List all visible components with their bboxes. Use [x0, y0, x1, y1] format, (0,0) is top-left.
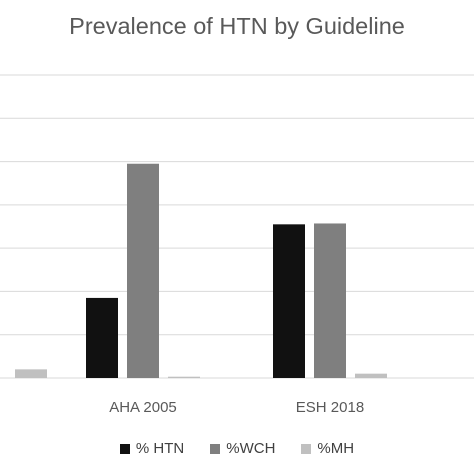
bar-wch-1: [127, 163, 159, 378]
legend-label-htn: % HTN: [135, 440, 185, 457]
legend-item-mh: %MH: [301, 440, 354, 457]
bar-mh-0: [15, 369, 47, 378]
legend-label-wch: %WCH: [226, 440, 276, 457]
bar-mh-1: [168, 376, 200, 378]
legend-swatch-mh: [301, 443, 312, 454]
gridlines: [0, 74, 474, 379]
legend: % HTN %WCH %MH: [0, 440, 474, 457]
bar-mh-2: [355, 373, 387, 378]
legend-label-mh: %MH: [317, 440, 355, 457]
bar-htn-2: [273, 224, 305, 378]
legend-item-wch: %WCH: [210, 440, 275, 457]
bar-wch-2: [314, 223, 346, 378]
legend-swatch-htn: [119, 443, 130, 454]
x-tick-label: ESH 2018: [296, 399, 364, 416]
legend-item-htn: % HTN: [119, 440, 185, 457]
x-tick-label: AHA 2005: [109, 399, 177, 416]
bar-htn-1: [86, 297, 118, 378]
legend-swatch-wch: [210, 443, 221, 454]
bars: [15, 163, 387, 378]
chart-title: Prevalence of HTN by Guideline: [69, 13, 405, 39]
